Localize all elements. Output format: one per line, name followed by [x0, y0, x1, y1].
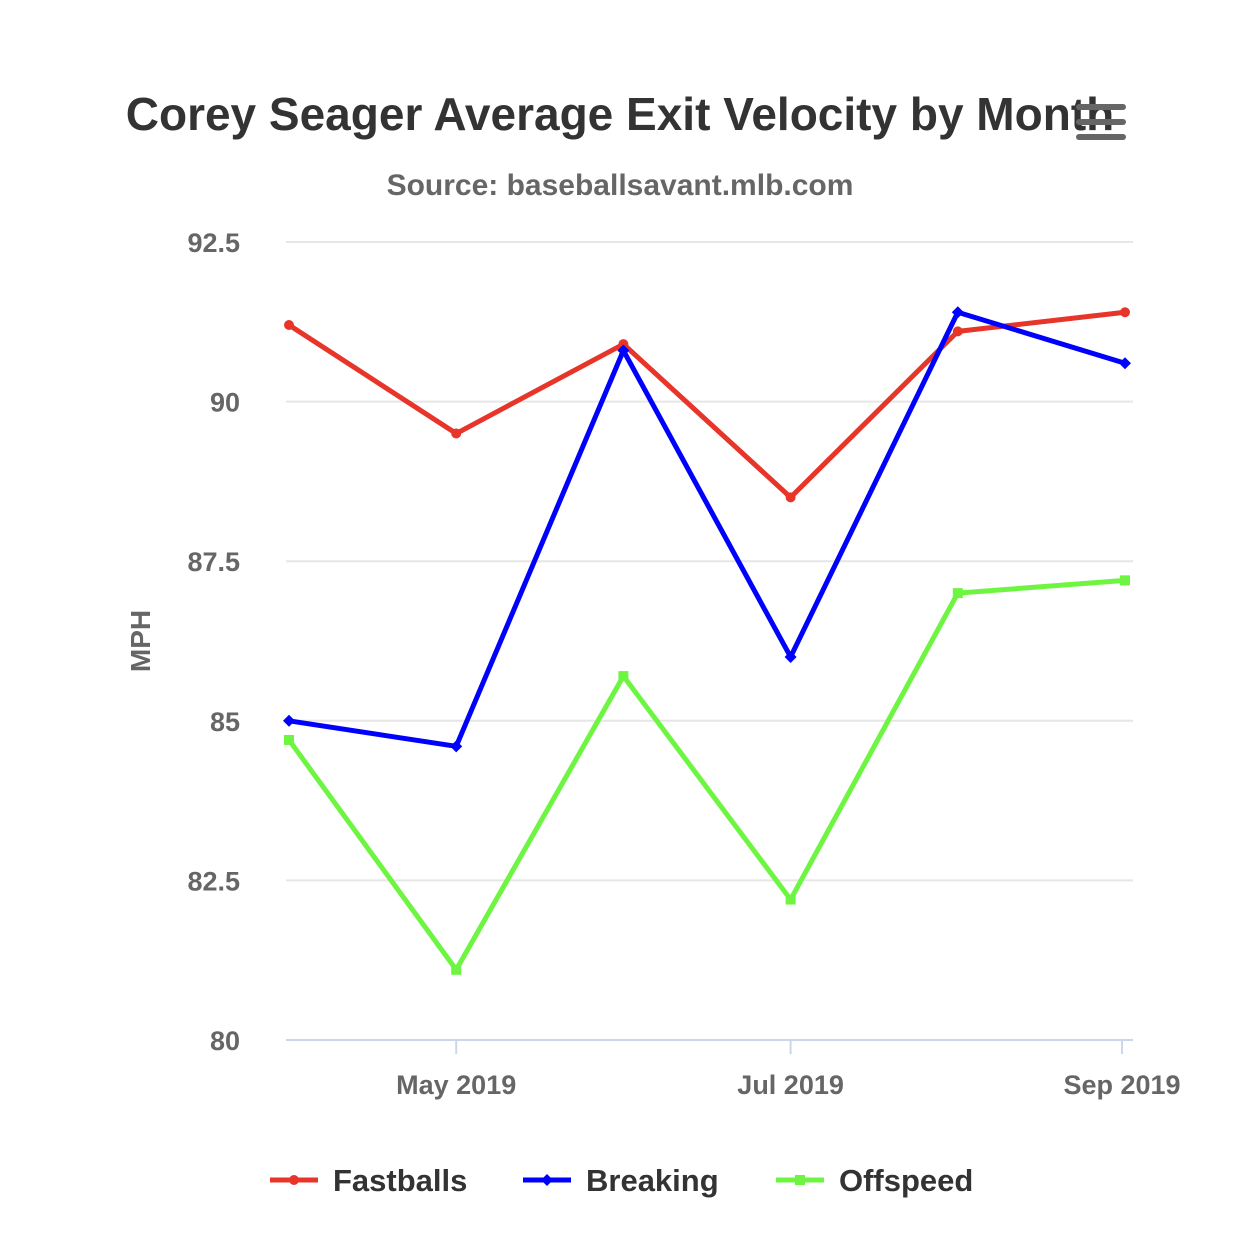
x-tick-label: May 2019: [396, 1070, 516, 1100]
data-point: [1120, 307, 1130, 318]
data-point: [952, 326, 963, 337]
hamburger-menu-icon[interactable]: [1076, 104, 1126, 140]
y-axis-label: MPH: [125, 610, 156, 672]
legend-item-breaking[interactable]: Breaking: [523, 1163, 719, 1198]
data-point: [784, 650, 797, 663]
data-point: [618, 671, 629, 682]
legend-item-fastballs[interactable]: Fastballs: [270, 1163, 467, 1198]
legend-item-offspeed[interactable]: Offspeed: [776, 1163, 973, 1198]
data-point: [451, 964, 462, 975]
legend-label: Breaking: [586, 1163, 719, 1198]
chart-title: Corey Seager Average Exit Velocity by Mo…: [126, 88, 1114, 140]
y-tick-label: 85: [210, 707, 240, 737]
series-line: [288, 309, 1126, 749]
y-tick-label: 82.5: [187, 866, 240, 896]
y-tick-label: 80: [210, 1026, 240, 1056]
data-point: [1120, 575, 1130, 586]
data-point: [951, 306, 964, 319]
data-point: [289, 1175, 299, 1185]
data-point: [541, 1174, 553, 1186]
y-tick-label: 92.5: [187, 228, 240, 258]
data-point: [451, 428, 462, 439]
series-line: [286, 577, 1126, 973]
x-tick-label: Sep 2019: [1063, 1070, 1180, 1100]
data-point: [785, 492, 796, 503]
data-point: [785, 894, 796, 905]
y-tick-label: 90: [210, 388, 240, 418]
series-breaking: [283, 306, 1131, 753]
chart-subtitle: Source: baseballsavant.mlb.com: [387, 169, 854, 202]
series-offspeed: [284, 575, 1130, 975]
data-point: [618, 339, 629, 350]
series-fastballs: [284, 307, 1130, 503]
data-point: [450, 740, 463, 753]
data-point: [1119, 357, 1131, 370]
data-point: [284, 734, 294, 745]
x-tick-label: Jul 2019: [737, 1070, 844, 1100]
legend-label: Offspeed: [839, 1163, 973, 1198]
y-tick-label: 87.5: [187, 547, 240, 577]
data-point: [795, 1175, 805, 1185]
data-point: [283, 714, 295, 727]
series-line: [287, 309, 1126, 500]
data-point: [617, 344, 630, 357]
data-point: [952, 588, 963, 599]
legend-label: Fastballs: [333, 1163, 467, 1198]
data-point: [284, 319, 294, 330]
